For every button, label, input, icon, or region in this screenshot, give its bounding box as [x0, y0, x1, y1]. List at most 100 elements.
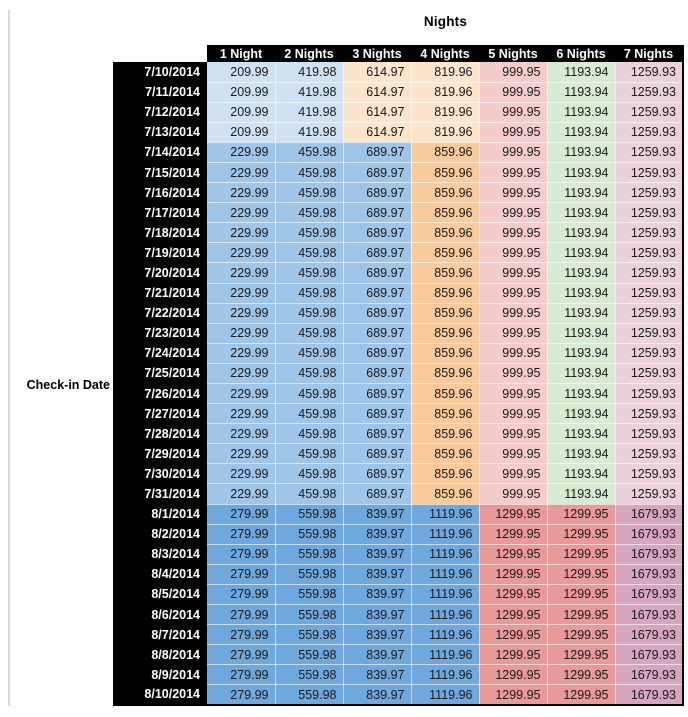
price-cell[interactable]: 279.99: [207, 644, 276, 666]
price-cell[interactable]: 689.97: [343, 483, 412, 505]
price-cell[interactable]: 999.95: [479, 82, 548, 103]
column-header-5-nights[interactable]: 5 Nights: [479, 45, 547, 62]
price-cell[interactable]: 279.99: [207, 664, 276, 686]
price-cell[interactable]: 1259.93: [615, 102, 684, 123]
price-cell[interactable]: 1119.96: [411, 684, 480, 706]
price-cell[interactable]: 999.95: [479, 463, 548, 485]
price-cell[interactable]: 229.99: [207, 283, 276, 304]
price-cell[interactable]: 999.95: [479, 202, 548, 224]
date-cell[interactable]: 7/30/2014: [113, 463, 207, 484]
price-cell[interactable]: 999.95: [479, 483, 548, 505]
price-cell[interactable]: 614.97: [343, 82, 412, 103]
price-cell[interactable]: 859.96: [411, 463, 480, 485]
price-cell[interactable]: 279.99: [207, 604, 276, 626]
date-cell[interactable]: 7/12/2014: [113, 102, 207, 123]
price-cell[interactable]: 859.96: [411, 483, 480, 505]
price-cell[interactable]: 839.97: [343, 564, 412, 585]
price-cell[interactable]: 459.98: [275, 443, 344, 465]
price-cell[interactable]: 459.98: [275, 182, 344, 204]
price-cell[interactable]: 1259.93: [615, 162, 684, 184]
price-cell[interactable]: 859.96: [411, 363, 480, 385]
price-cell[interactable]: 1119.96: [411, 624, 480, 646]
price-cell[interactable]: 1679.93: [615, 564, 684, 585]
price-cell[interactable]: 229.99: [207, 383, 276, 405]
price-cell[interactable]: 999.95: [479, 122, 548, 143]
price-cell[interactable]: 279.99: [207, 624, 276, 646]
price-cell[interactable]: 459.98: [275, 222, 344, 244]
price-cell[interactable]: 1119.96: [411, 564, 480, 585]
price-cell[interactable]: 279.99: [207, 544, 276, 565]
price-cell[interactable]: 209.99: [207, 102, 276, 123]
price-cell[interactable]: 1299.95: [479, 684, 548, 706]
price-cell[interactable]: 1299.95: [547, 604, 616, 626]
date-cell[interactable]: 7/25/2014: [113, 363, 207, 384]
price-cell[interactable]: 459.98: [275, 463, 344, 485]
date-cell[interactable]: 7/28/2014: [113, 423, 207, 444]
date-cell[interactable]: 7/23/2014: [113, 323, 207, 344]
price-cell[interactable]: 999.95: [479, 403, 548, 425]
price-cell[interactable]: 1193.94: [547, 423, 616, 445]
price-cell[interactable]: 1299.95: [479, 644, 548, 666]
price-cell[interactable]: 229.99: [207, 403, 276, 425]
date-cell[interactable]: 8/2/2014: [113, 524, 207, 545]
price-cell[interactable]: 1299.95: [479, 664, 548, 686]
price-cell[interactable]: 1119.96: [411, 644, 480, 666]
price-cell[interactable]: 1193.94: [547, 242, 616, 264]
price-cell[interactable]: 229.99: [207, 423, 276, 445]
price-cell[interactable]: 859.96: [411, 443, 480, 465]
date-cell[interactable]: 8/10/2014: [113, 684, 207, 705]
price-cell[interactable]: 999.95: [479, 383, 548, 405]
price-cell[interactable]: 459.98: [275, 383, 344, 405]
price-cell[interactable]: 1679.93: [615, 504, 684, 525]
price-cell[interactable]: 999.95: [479, 283, 548, 304]
price-cell[interactable]: 859.96: [411, 283, 480, 304]
price-cell[interactable]: 999.95: [479, 142, 548, 163]
price-cell[interactable]: 229.99: [207, 463, 276, 485]
price-cell[interactable]: 689.97: [343, 423, 412, 445]
price-cell[interactable]: 1193.94: [547, 383, 616, 405]
price-cell[interactable]: 1259.93: [615, 323, 684, 344]
price-cell[interactable]: 859.96: [411, 222, 480, 244]
price-cell[interactable]: 209.99: [207, 82, 276, 103]
price-cell[interactable]: 279.99: [207, 524, 276, 545]
price-cell[interactable]: 459.98: [275, 403, 344, 425]
price-cell[interactable]: 1299.95: [547, 504, 616, 525]
price-cell[interactable]: 819.96: [411, 82, 480, 103]
price-cell[interactable]: 419.98: [275, 102, 344, 123]
price-cell[interactable]: 1193.94: [547, 262, 616, 284]
price-cell[interactable]: 1259.93: [615, 363, 684, 385]
price-cell[interactable]: 1299.95: [547, 564, 616, 585]
price-cell[interactable]: 229.99: [207, 242, 276, 264]
price-cell[interactable]: 999.95: [479, 363, 548, 385]
price-cell[interactable]: 459.98: [275, 303, 344, 324]
price-cell[interactable]: 459.98: [275, 423, 344, 445]
price-cell[interactable]: 1299.95: [479, 624, 548, 646]
price-cell[interactable]: 1259.93: [615, 483, 684, 505]
price-cell[interactable]: 559.98: [275, 524, 344, 545]
date-cell[interactable]: 8/7/2014: [113, 624, 207, 645]
date-cell[interactable]: 8/8/2014: [113, 644, 207, 665]
price-cell[interactable]: 839.97: [343, 604, 412, 626]
price-cell[interactable]: 1679.93: [615, 604, 684, 626]
price-cell[interactable]: 859.96: [411, 202, 480, 224]
price-cell[interactable]: 1119.96: [411, 604, 480, 626]
price-cell[interactable]: 1119.96: [411, 504, 480, 525]
price-cell[interactable]: 859.96: [411, 423, 480, 445]
price-cell[interactable]: 1259.93: [615, 122, 684, 143]
price-cell[interactable]: 1259.93: [615, 403, 684, 425]
price-cell[interactable]: 689.97: [343, 182, 412, 204]
price-cell[interactable]: 999.95: [479, 443, 548, 465]
price-cell[interactable]: 229.99: [207, 443, 276, 465]
price-cell[interactable]: 839.97: [343, 664, 412, 686]
price-cell[interactable]: 1259.93: [615, 383, 684, 405]
price-cell[interactable]: 459.98: [275, 343, 344, 364]
price-cell[interactable]: 839.97: [343, 624, 412, 646]
date-cell[interactable]: 8/9/2014: [113, 664, 207, 685]
price-cell[interactable]: 614.97: [343, 102, 412, 123]
price-cell[interactable]: 689.97: [343, 363, 412, 385]
price-cell[interactable]: 1299.95: [479, 604, 548, 626]
price-cell[interactable]: 1679.93: [615, 524, 684, 545]
price-cell[interactable]: 459.98: [275, 283, 344, 304]
date-cell[interactable]: 7/18/2014: [113, 222, 207, 243]
price-cell[interactable]: 839.97: [343, 524, 412, 545]
